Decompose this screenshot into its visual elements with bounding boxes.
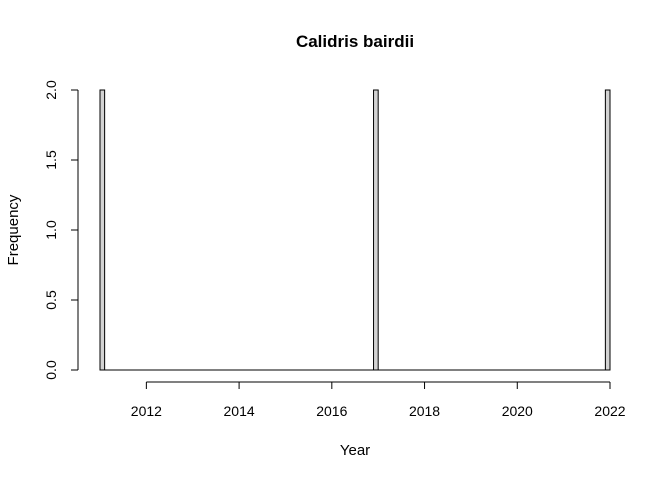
bar-2 bbox=[604, 89, 611, 371]
x-tick-label-2020: 2020 bbox=[502, 403, 533, 419]
x-tick-label-2022: 2022 bbox=[594, 403, 625, 419]
bar-1 bbox=[373, 89, 379, 371]
y-tick-label-3: 1.5 bbox=[43, 150, 59, 170]
x-tick-label-2018: 2018 bbox=[409, 403, 440, 419]
bar-0 bbox=[99, 89, 106, 371]
y-tick-label-0: 0.0 bbox=[43, 360, 59, 380]
x-tick-label-2016: 2016 bbox=[316, 403, 347, 419]
y-tick-label-2: 1.0 bbox=[43, 220, 59, 240]
bars bbox=[99, 89, 611, 371]
y-axis-label: Frequency bbox=[5, 194, 22, 265]
plot-area bbox=[99, 89, 611, 371]
chart-title: Calidris bairdii bbox=[296, 32, 414, 51]
y-axis: 0.0 0.5 1.0 1.5 2.0 bbox=[43, 80, 79, 380]
x-tick-label-2014: 2014 bbox=[224, 403, 255, 419]
x-tick-label-2012: 2012 bbox=[131, 403, 162, 419]
x-axis-label: Year bbox=[340, 442, 370, 459]
y-tick-label-1: 0.5 bbox=[43, 290, 59, 310]
y-tick-label-4: 2.0 bbox=[43, 80, 59, 100]
x-axis: 2012 2014 2016 2018 2020 2022 bbox=[131, 381, 626, 419]
